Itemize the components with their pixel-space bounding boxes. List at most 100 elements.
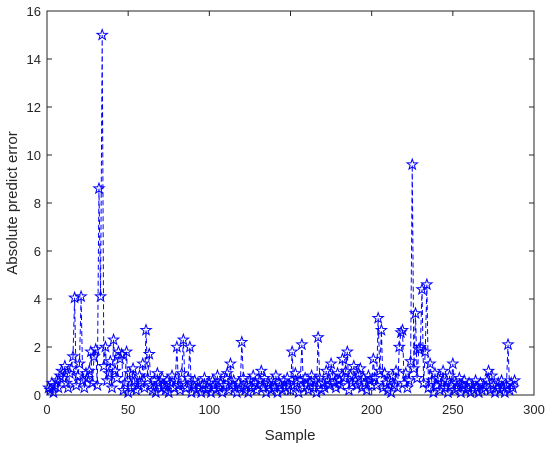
- star-marker: [285, 344, 299, 358]
- star-marker: [308, 373, 322, 387]
- star-marker: [494, 373, 509, 387]
- star-marker: [485, 368, 499, 382]
- x-tick-label: 250: [442, 402, 464, 417]
- star-marker: [420, 277, 434, 291]
- star-marker: [501, 337, 515, 351]
- star-marker: [166, 380, 181, 394]
- x-tick-label: 100: [198, 402, 220, 417]
- star-marker: [317, 380, 332, 394]
- star-marker: [407, 361, 421, 375]
- star-marker: [119, 344, 134, 358]
- y-tick-label: 12: [27, 100, 41, 115]
- star-marker: [313, 371, 327, 384]
- star-marker: [446, 356, 460, 370]
- x-axis-label: Sample: [265, 427, 316, 444]
- star-marker: [67, 290, 82, 304]
- star-marker: [140, 371, 155, 384]
- star-marker: [377, 366, 392, 380]
- x-tick-label: 50: [121, 402, 135, 417]
- star-marker: [261, 375, 275, 389]
- star-marker: [89, 342, 103, 356]
- y-tick-label: 14: [27, 52, 41, 67]
- star-marker: [61, 380, 75, 394]
- star-marker: [252, 373, 267, 387]
- star-marker: [93, 289, 108, 303]
- star-marker: [413, 339, 428, 353]
- star-marker: [400, 380, 415, 394]
- star-marker: [326, 368, 340, 382]
- star-marker: [369, 378, 384, 392]
- star-marker: [114, 347, 129, 360]
- star-marker: [324, 356, 338, 370]
- star-marker: [397, 375, 411, 389]
- star-marker: [334, 378, 348, 392]
- star-marker: [442, 368, 457, 382]
- star-marker: [335, 351, 350, 365]
- star-marker: [311, 330, 325, 344]
- star-marker: [352, 366, 366, 380]
- star-marker: [356, 371, 371, 384]
- star-marker: [118, 375, 132, 389]
- star-marker: [212, 380, 226, 394]
- star-marker: [80, 371, 95, 384]
- star-marker: [395, 323, 410, 336]
- x-tick-label: 300: [523, 402, 545, 417]
- star-marker: [347, 359, 361, 372]
- star-marker: [103, 354, 117, 368]
- star-marker: [126, 361, 140, 375]
- star-marker: [64, 361, 79, 375]
- star-marker: [342, 383, 356, 396]
- x-tick-label: 200: [361, 402, 383, 417]
- star-marker: [429, 378, 444, 392]
- star-marker: [436, 363, 450, 377]
- star-marker: [170, 339, 184, 353]
- star-marker: [332, 373, 346, 387]
- y-tick-label: 4: [34, 292, 41, 307]
- star-marker: [223, 356, 238, 370]
- star-marker: [71, 368, 85, 382]
- star-marker: [421, 380, 436, 394]
- star-marker: [176, 332, 191, 346]
- star-marker: [106, 332, 121, 346]
- star-marker: [389, 363, 403, 377]
- star-marker: [181, 371, 195, 384]
- star-marker: [175, 366, 189, 380]
- star-marker: [74, 289, 88, 303]
- star-marker: [90, 378, 104, 392]
- star-marker: [76, 373, 90, 387]
- star-marker: [319, 363, 333, 377]
- star-marker: [235, 335, 249, 348]
- star-marker: [416, 375, 431, 389]
- star-marker: [303, 375, 317, 389]
- x-tick-label: 0: [43, 402, 50, 417]
- y-tick-label: 0: [34, 388, 41, 403]
- star-marker: [402, 373, 416, 387]
- star-marker: [327, 375, 342, 389]
- star-marker: [257, 371, 272, 384]
- star-marker: [220, 366, 234, 380]
- star-marker: [82, 363, 96, 377]
- star-marker: [316, 375, 330, 389]
- star-marker: [361, 368, 376, 382]
- star-marker: [306, 380, 320, 394]
- star-marker: [92, 181, 106, 195]
- star-marker: [100, 373, 114, 387]
- x-tick-label: 150: [280, 402, 302, 417]
- star-marker: [428, 366, 442, 380]
- star-marker: [197, 371, 212, 384]
- star-marker: [129, 383, 143, 396]
- star-marker: [418, 344, 432, 358]
- star-marker: [132, 368, 147, 382]
- star-marker: [340, 344, 354, 358]
- star-marker: [87, 349, 101, 363]
- star-marker: [236, 371, 251, 384]
- star-marker: [499, 378, 514, 392]
- y-axis-label: Absolute predict error: [4, 131, 21, 274]
- star-marker: [272, 375, 286, 389]
- star-marker: [358, 375, 372, 389]
- star-marker: [403, 354, 418, 368]
- y-tick-label: 16: [27, 4, 41, 19]
- star-marker: [183, 339, 197, 353]
- y-tick-label: 10: [27, 148, 41, 163]
